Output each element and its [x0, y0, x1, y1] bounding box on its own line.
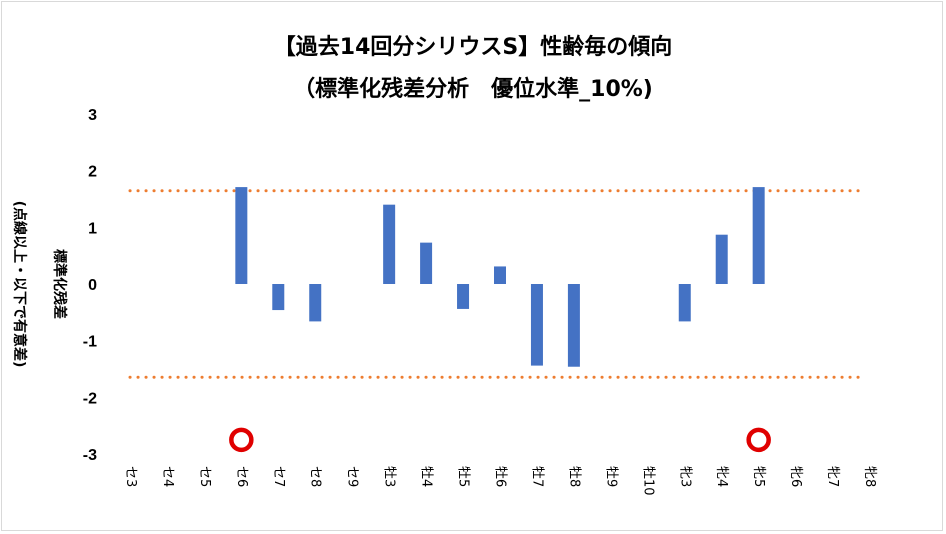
x-tick-label: セ8	[308, 466, 323, 487]
x-tick-label: 牡8	[566, 466, 581, 487]
plot-area: 3 2 1 0 -1 -2 -3 セ3 セ4 セ5 セ6 セ7 セ8 セ9 牡3 牡4 牡5 牡6 牡7 牡8 牡9 牡1…	[83, 107, 877, 496]
y-tick-label: 1	[88, 220, 97, 237]
circle-marker	[746, 427, 771, 453]
x-tick-label: 牡6	[493, 466, 508, 487]
y-tick-label: -1	[83, 334, 97, 351]
chart-title-line2: （標準化残差分析 優位水準_10%)	[293, 76, 653, 102]
bar	[752, 187, 765, 284]
x-tick-label: 牡5	[456, 466, 471, 487]
bar	[235, 187, 248, 284]
bar	[272, 284, 285, 311]
y-tick-label: 3	[88, 107, 97, 124]
x-tick-label: 牝7	[825, 466, 840, 487]
y-tick-label: 0	[88, 277, 97, 294]
x-tick-label: セ9	[345, 466, 360, 487]
y-tick-label: 2	[88, 164, 97, 181]
x-tick-label: 牡10	[640, 466, 655, 496]
x-tick-label: 牝5	[751, 466, 766, 487]
x-tick-label: 牡3	[382, 466, 397, 487]
bar	[457, 284, 470, 309]
bar	[309, 284, 322, 322]
chart-title-line1: 【過去14回分シリウスS】性齢毎の傾向	[274, 34, 672, 60]
x-tick-label: セ7	[271, 466, 286, 487]
bar	[420, 242, 433, 284]
x-tick-label: セ6	[234, 466, 249, 487]
x-tick-label: 牝3	[677, 466, 692, 487]
bar	[678, 284, 691, 322]
bar	[567, 284, 580, 367]
y-tick-label: -2	[83, 390, 97, 407]
x-tick-label: セ4	[160, 466, 175, 487]
y-axis-label-line2: (点線以上・以下で有意差)	[11, 201, 28, 368]
circle-marker	[229, 427, 254, 453]
x-tick-label: セ5	[197, 466, 212, 487]
bar	[715, 234, 728, 284]
bar	[383, 204, 396, 284]
bar	[494, 266, 506, 284]
x-tick-label: 牡7	[529, 466, 544, 487]
x-tick-label: 牝8	[862, 466, 877, 487]
y-axis-label-line1: 標準化残差	[51, 249, 68, 319]
x-tick-label: 牡9	[603, 466, 618, 487]
x-tick-label: 牡4	[419, 466, 434, 487]
x-tick-label: 牝6	[788, 466, 803, 487]
y-axis-label: 標準化残差 (点線以上・以下で有意差)	[11, 201, 68, 368]
x-tick-label: 牝4	[714, 466, 729, 487]
x-tick-label: セ3	[123, 466, 138, 487]
y-tick-label: -3	[83, 447, 97, 464]
bar	[530, 284, 543, 366]
